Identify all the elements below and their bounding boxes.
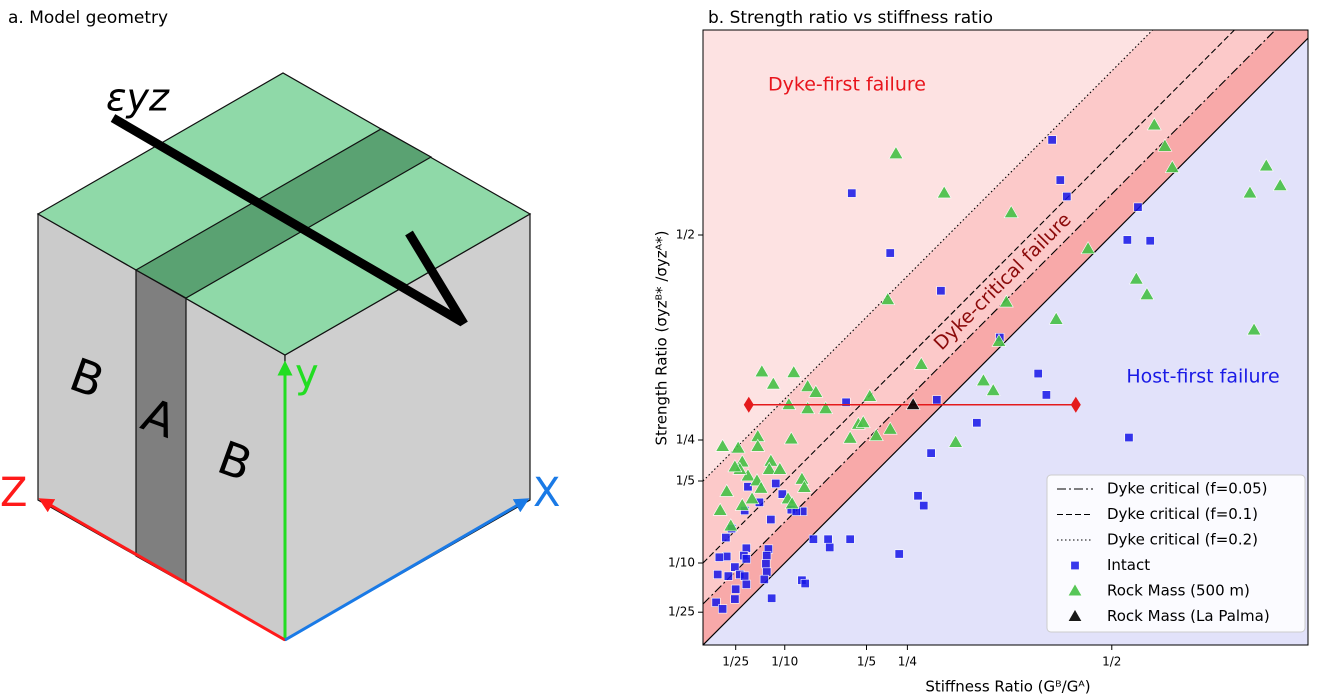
point: [762, 560, 770, 568]
point: [740, 572, 748, 580]
point: [826, 543, 834, 551]
legend-label: Dyke critical (f=0.2): [1107, 531, 1258, 549]
y-tick-label: 1/5: [676, 474, 695, 488]
point: [886, 249, 894, 257]
chart-title: b. Strength ratio vs stiffness ratio: [708, 8, 993, 28]
point: [895, 550, 903, 558]
y-tick-label: 1/2: [676, 228, 695, 242]
x-tick-label: 1/5: [857, 655, 876, 669]
point: [742, 580, 750, 588]
point: [848, 189, 856, 197]
point: [801, 579, 809, 587]
point: [715, 553, 723, 561]
point: [1048, 136, 1056, 144]
diagram: a. Model geometry εyz B A B y Z X: [0, 8, 560, 640]
point: [937, 287, 945, 295]
x-tick-label: 1/4: [898, 655, 917, 669]
axis-letter: Z: [0, 470, 27, 516]
point: [732, 585, 740, 593]
point: [742, 555, 750, 563]
annotation: Host-first failure: [1126, 366, 1279, 388]
point: [1134, 203, 1142, 211]
point: [824, 535, 832, 543]
legend-label: Intact: [1107, 556, 1150, 574]
point: [714, 570, 722, 578]
point: [1146, 237, 1154, 245]
page: a. Model geometry εyz B A B y Z X b. Str…: [0, 0, 1317, 697]
point: [809, 535, 817, 543]
legend-label: Rock Mass (La Palma): [1107, 607, 1270, 625]
legend-label: Dyke critical (f=0.05): [1107, 480, 1268, 498]
point: [767, 515, 775, 523]
y-tick-label: 1/10: [668, 556, 695, 570]
point: [760, 575, 768, 583]
point: [718, 605, 726, 613]
point: [1071, 561, 1079, 569]
x-tick-label: 1/10: [771, 655, 798, 669]
y-tick-label: 1/25: [668, 605, 695, 619]
point: [973, 419, 981, 427]
legend: Dyke critical (f=0.05) Dyke critical (f=0…: [1047, 475, 1305, 632]
point: [1056, 176, 1064, 184]
chart: b. Strength ratio vs stiffness ratio Dyk…: [653, 0, 1317, 695]
point: [1042, 391, 1050, 399]
point: [724, 572, 732, 580]
x-tick-label: 1/25: [722, 655, 749, 669]
legend-label: Rock Mass (500 m): [1107, 582, 1250, 600]
point: [1123, 236, 1131, 244]
y-tick-label: 1/4: [676, 433, 695, 447]
point: [914, 492, 922, 500]
point: [920, 501, 928, 509]
annotation: Dyke-first failure: [768, 74, 926, 96]
point: [1034, 369, 1042, 377]
figure: a. Model geometry εyz B A B y Z X b. Str…: [0, 0, 1317, 697]
point: [722, 533, 730, 541]
point: [1125, 433, 1133, 441]
point: [846, 535, 854, 543]
strain-label: εyz: [106, 76, 170, 120]
x-axis-label: Stiffness Ratio (Gᴮ/Gᴬ): [925, 678, 1090, 696]
panel-title: a. Model geometry: [8, 8, 168, 28]
point: [763, 551, 771, 559]
point: [933, 396, 941, 404]
axis-letter: X: [533, 470, 560, 516]
point: [772, 479, 780, 487]
y-axis-label: Strength Ratio (σyzᴮ* /σyzᴬ*): [653, 231, 671, 446]
point: [767, 594, 775, 602]
x-tick-label: 1/2: [1102, 655, 1121, 669]
legend-label: Dyke critical (f=0.1): [1107, 505, 1258, 523]
axis-letter: y: [295, 351, 319, 397]
point: [1063, 192, 1071, 200]
point: [731, 595, 739, 603]
point: [927, 449, 935, 457]
